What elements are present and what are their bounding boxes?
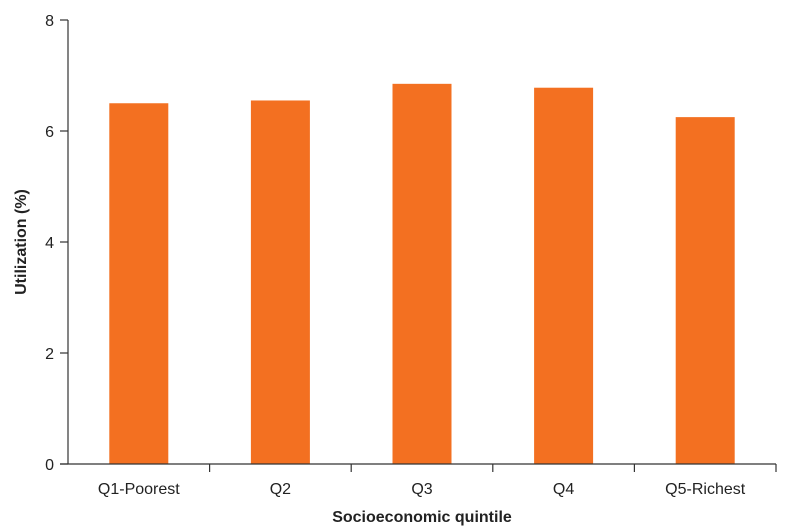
x-tick-label: Q5-Richest	[665, 481, 746, 498]
x-axis-ticks: Q1-Poorest Q2 Q3 Q4 Q5-Richest	[98, 464, 777, 498]
x-tick-label: Q4	[553, 481, 574, 498]
x-axis-title: Socioeconomic quintile	[332, 509, 512, 526]
y-tick-label: 4	[45, 235, 54, 252]
y-tick-label: 6	[45, 124, 54, 141]
bar-q5-richest	[675, 117, 735, 464]
x-tick-label: Q2	[270, 481, 291, 498]
bar-q4	[534, 87, 594, 465]
y-axis-title: Utilization (%)	[13, 189, 30, 295]
y-tick-label: 2	[45, 346, 54, 363]
x-tick-label: Q1-Poorest	[98, 481, 180, 498]
bars	[109, 83, 735, 465]
x-tick-label: Q3	[411, 481, 432, 498]
y-tick-label: 0	[45, 457, 54, 474]
y-axis-ticks: 0 2 4 6 8	[45, 13, 68, 474]
bar-q2	[250, 100, 310, 464]
y-tick-label: 8	[45, 13, 54, 30]
bar-q3	[392, 83, 452, 464]
bar-q1-poorest	[109, 103, 169, 464]
